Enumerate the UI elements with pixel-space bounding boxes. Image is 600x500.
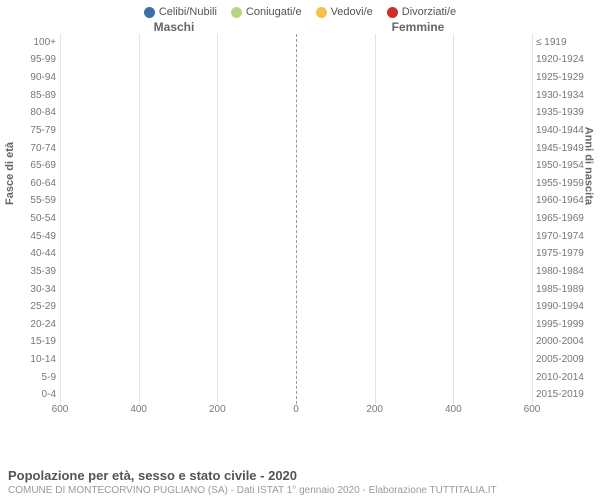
year-tick: 2015-2019 xyxy=(532,387,592,405)
age-tick: 5-9 xyxy=(8,369,60,387)
year-tick: 1940-1944 xyxy=(532,122,592,140)
year-tick: 1980-1984 xyxy=(532,263,592,281)
age-tick: 30-34 xyxy=(8,281,60,299)
year-tick: 1950-1954 xyxy=(532,157,592,175)
age-row xyxy=(60,34,532,52)
age-row xyxy=(60,52,532,70)
age-tick: 80-84 xyxy=(8,105,60,123)
age-row xyxy=(60,316,532,334)
age-tick: 75-79 xyxy=(8,122,60,140)
label-male: Maschi xyxy=(52,20,296,34)
age-tick: 60-64 xyxy=(8,175,60,193)
age-row xyxy=(60,387,532,405)
age-tick: 50-54 xyxy=(8,210,60,228)
age-row xyxy=(60,351,532,369)
age-row xyxy=(60,246,532,264)
legend-swatch xyxy=(231,7,242,18)
age-tick: 15-19 xyxy=(8,334,60,352)
label-female: Femmine xyxy=(296,20,540,34)
x-axis: 6004002000200400600 xyxy=(60,404,532,424)
x-tick: 200 xyxy=(366,404,383,415)
legend-label: Divorziati/e xyxy=(402,6,456,18)
chart-area: Fasce di età Anni di nascita 100+95-9990… xyxy=(8,34,592,424)
age-tick: 20-24 xyxy=(8,316,60,334)
age-tick: 85-89 xyxy=(8,87,60,105)
age-row xyxy=(60,105,532,123)
age-tick: 100+ xyxy=(8,34,60,52)
year-tick: 1945-1949 xyxy=(532,140,592,158)
year-tick: 1920-1924 xyxy=(532,52,592,70)
chart-subtitle: COMUNE DI MONTECORVINO PUGLIANO (SA) - D… xyxy=(8,485,592,496)
year-tick: 2005-2009 xyxy=(532,351,592,369)
year-tick: 1955-1959 xyxy=(532,175,592,193)
x-tick: 400 xyxy=(445,404,462,415)
age-row xyxy=(60,69,532,87)
gridline xyxy=(532,34,533,404)
age-row xyxy=(60,210,532,228)
legend-item: Celibi/Nubili xyxy=(144,6,217,18)
bars xyxy=(60,34,532,404)
year-tick: 1975-1979 xyxy=(532,246,592,264)
age-row xyxy=(60,263,532,281)
year-tick: 1995-1999 xyxy=(532,316,592,334)
year-tick: 1970-1974 xyxy=(532,228,592,246)
legend-label: Coniugati/e xyxy=(246,6,302,18)
year-tick: 1960-1964 xyxy=(532,193,592,211)
age-tick: 45-49 xyxy=(8,228,60,246)
legend-item: Divorziati/e xyxy=(387,6,456,18)
x-tick: 600 xyxy=(524,404,541,415)
age-row xyxy=(60,334,532,352)
x-tick: 400 xyxy=(130,404,147,415)
age-tick: 95-99 xyxy=(8,52,60,70)
chart-title: Popolazione per età, sesso e stato civil… xyxy=(8,468,592,483)
year-tick: 1965-1969 xyxy=(532,210,592,228)
y-axis-year: ≤ 19191920-19241925-19291930-19341935-19… xyxy=(532,34,592,404)
year-tick: 1925-1929 xyxy=(532,69,592,87)
legend-label: Vedovi/e xyxy=(331,6,373,18)
year-tick: 1990-1994 xyxy=(532,298,592,316)
year-tick: 1985-1989 xyxy=(532,281,592,299)
age-row xyxy=(60,228,532,246)
age-tick: 70-74 xyxy=(8,140,60,158)
legend-swatch xyxy=(144,7,155,18)
age-row xyxy=(60,298,532,316)
year-tick: 2000-2004 xyxy=(532,334,592,352)
year-tick: 1935-1939 xyxy=(532,105,592,123)
age-tick: 55-59 xyxy=(8,193,60,211)
age-row xyxy=(60,122,532,140)
legend: Celibi/Nubili Coniugati/e Vedovi/e Divorzia… xyxy=(0,0,600,20)
legend-item: Vedovi/e xyxy=(316,6,373,18)
legend-swatch xyxy=(387,7,398,18)
age-row xyxy=(60,193,532,211)
age-tick: 65-69 xyxy=(8,157,60,175)
age-row xyxy=(60,157,532,175)
legend-item: Coniugati/e xyxy=(231,6,302,18)
x-tick: 0 xyxy=(293,404,299,415)
legend-swatch xyxy=(316,7,327,18)
age-tick: 25-29 xyxy=(8,298,60,316)
plot xyxy=(60,34,532,404)
age-tick: 0-4 xyxy=(8,387,60,405)
year-tick: 1930-1934 xyxy=(532,87,592,105)
age-tick: 90-94 xyxy=(8,69,60,87)
footer: Popolazione per età, sesso e stato civil… xyxy=(8,468,592,496)
x-tick: 600 xyxy=(52,404,69,415)
age-row xyxy=(60,140,532,158)
age-row xyxy=(60,369,532,387)
year-tick: 2010-2014 xyxy=(532,369,592,387)
age-tick: 10-14 xyxy=(8,351,60,369)
year-tick: ≤ 1919 xyxy=(532,34,592,52)
y-axis-age: 100+95-9990-9485-8980-8475-7970-7465-696… xyxy=(8,34,60,404)
age-row xyxy=(60,87,532,105)
x-tick: 200 xyxy=(209,404,226,415)
age-row xyxy=(60,175,532,193)
age-tick: 40-44 xyxy=(8,246,60,264)
age-tick: 35-39 xyxy=(8,263,60,281)
age-row xyxy=(60,281,532,299)
legend-label: Celibi/Nubili xyxy=(159,6,217,18)
gender-labels: Maschi Femmine xyxy=(0,20,600,34)
